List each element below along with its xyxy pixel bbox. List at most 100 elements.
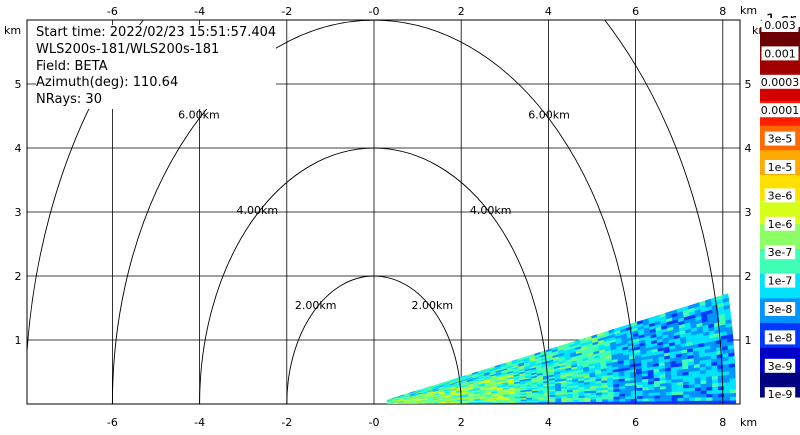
sector-gate: [677, 400, 684, 404]
colorbar-label: 3e-8: [768, 303, 793, 316]
sector-gate: [526, 402, 533, 404]
sector-gate: [683, 397, 690, 401]
sector-gate: [729, 400, 737, 404]
colorbar-label-bg: [764, 387, 796, 402]
colorbar-label-bg: [761, 46, 799, 61]
sector-gate: [712, 393, 719, 398]
colorbar-label: 0.001: [764, 47, 796, 60]
sector-gate: [619, 396, 626, 400]
sector-gate: [555, 401, 562, 404]
sector-gate: [723, 385, 731, 390]
x-unit-label-bottom: km: [740, 416, 757, 429]
range-ring-label: 2.00km: [412, 299, 454, 312]
sector-gate: [671, 394, 678, 399]
sector-gate: [718, 389, 725, 394]
x-tick-label-bottom: 4: [545, 416, 552, 429]
sector-gate: [631, 401, 638, 404]
colorbar-label-bg: [764, 330, 796, 345]
sector-gate: [549, 400, 556, 403]
sector-gate: [509, 402, 516, 404]
colorbar-label: 0.0003: [761, 76, 800, 89]
sector-gate: [631, 398, 638, 402]
sector-gate: [677, 387, 684, 392]
colorbar-label: 1e-5: [768, 161, 793, 174]
sector-gate: [590, 401, 597, 404]
x-tick-label-bottom: -0: [369, 416, 380, 429]
sector-gate: [607, 393, 614, 398]
sector-gate: [631, 395, 638, 399]
sector-gate: [706, 379, 713, 384]
x-tick-label-top: 2: [458, 5, 465, 18]
sector-gate: [723, 378, 731, 383]
colorbar-label-bg: [764, 131, 796, 146]
sector-gate: [671, 400, 678, 404]
sector-gate: [607, 401, 614, 404]
y-tick-label-right: 2: [745, 270, 752, 283]
azimuth-text: Azimuth(deg): 110.64: [36, 75, 179, 91]
sector-gate: [578, 399, 585, 403]
sector-gate: [642, 395, 649, 399]
sector-gate: [625, 393, 632, 397]
sector-gate: [689, 397, 696, 402]
sector-gate: [700, 393, 708, 398]
sector-gate: [717, 382, 725, 387]
y-tick-label-left: 5: [15, 78, 22, 91]
sector-gate: [636, 392, 643, 397]
sector-gate: [694, 393, 702, 398]
sector-gate: [654, 394, 661, 399]
sector-gate: [561, 401, 568, 404]
x-tick-label-top: 4: [545, 5, 552, 18]
sector-gate: [682, 377, 690, 383]
sector-gate: [636, 395, 643, 399]
sector-gate: [665, 394, 673, 399]
sector-gate: [688, 380, 696, 385]
range-ring: [286, 275, 462, 404]
sector-gate: [712, 386, 719, 391]
sector-gate: [718, 400, 725, 404]
y-tick-label-left: 3: [15, 206, 22, 219]
sector-gate: [596, 399, 603, 402]
sector-gate: [729, 388, 737, 394]
sector-gate: [654, 392, 661, 396]
sector-gate: [688, 384, 696, 389]
colorbar-label-bg: [764, 245, 796, 260]
sector-gate: [584, 401, 591, 404]
y-tick-label-right: 5: [745, 78, 752, 91]
range-ring-label: 2.00km: [295, 299, 337, 312]
sector-gate: [729, 381, 736, 387]
sector-gate: [636, 400, 644, 404]
sector-gate: [712, 382, 719, 387]
colorbar-label: 0.003: [764, 19, 796, 32]
sector-gate: [717, 378, 725, 384]
colorbar-label-bg: [758, 74, 800, 89]
sector-gate: [642, 389, 649, 394]
start-time-text: Start time: 2022/02/23 15:51:57.404: [36, 25, 277, 40]
sector-gate: [578, 401, 585, 404]
sector-gate: [601, 394, 609, 398]
sector-gate: [694, 380, 701, 385]
colorbar-label: 0.0001: [761, 104, 800, 117]
sector-gate: [683, 394, 690, 398]
sector-gate: [712, 389, 719, 394]
sector-gate: [689, 390, 696, 395]
colorbar-label-bg: [764, 358, 796, 373]
sector-gate: [694, 386, 702, 392]
y-tick-label-right: 3: [745, 206, 752, 219]
range-ring-labels: 2.00km 2.00km 4.00km 4.00km 6.00km 6.00km: [178, 109, 570, 312]
x-tick-label-bottom: 8: [719, 416, 726, 429]
sector-gate: [613, 401, 620, 404]
sector-gate: [706, 400, 713, 404]
colorbar-label-bg: [764, 188, 796, 203]
sector-gate: [711, 379, 719, 384]
sector-gate: [590, 396, 597, 400]
sector-gate: [723, 389, 731, 394]
sector-gate: [648, 389, 655, 393]
colorbar-label: 1e-7: [768, 275, 793, 288]
y-unit-label-left: km: [4, 24, 21, 37]
colorbar-label-bg: [758, 103, 800, 118]
sector-gate: [602, 401, 609, 404]
sector-gate: [723, 381, 730, 387]
sector-gate: [712, 400, 719, 404]
x-tick-label-bottom: -2: [281, 416, 292, 429]
sector-gate: [648, 400, 655, 404]
